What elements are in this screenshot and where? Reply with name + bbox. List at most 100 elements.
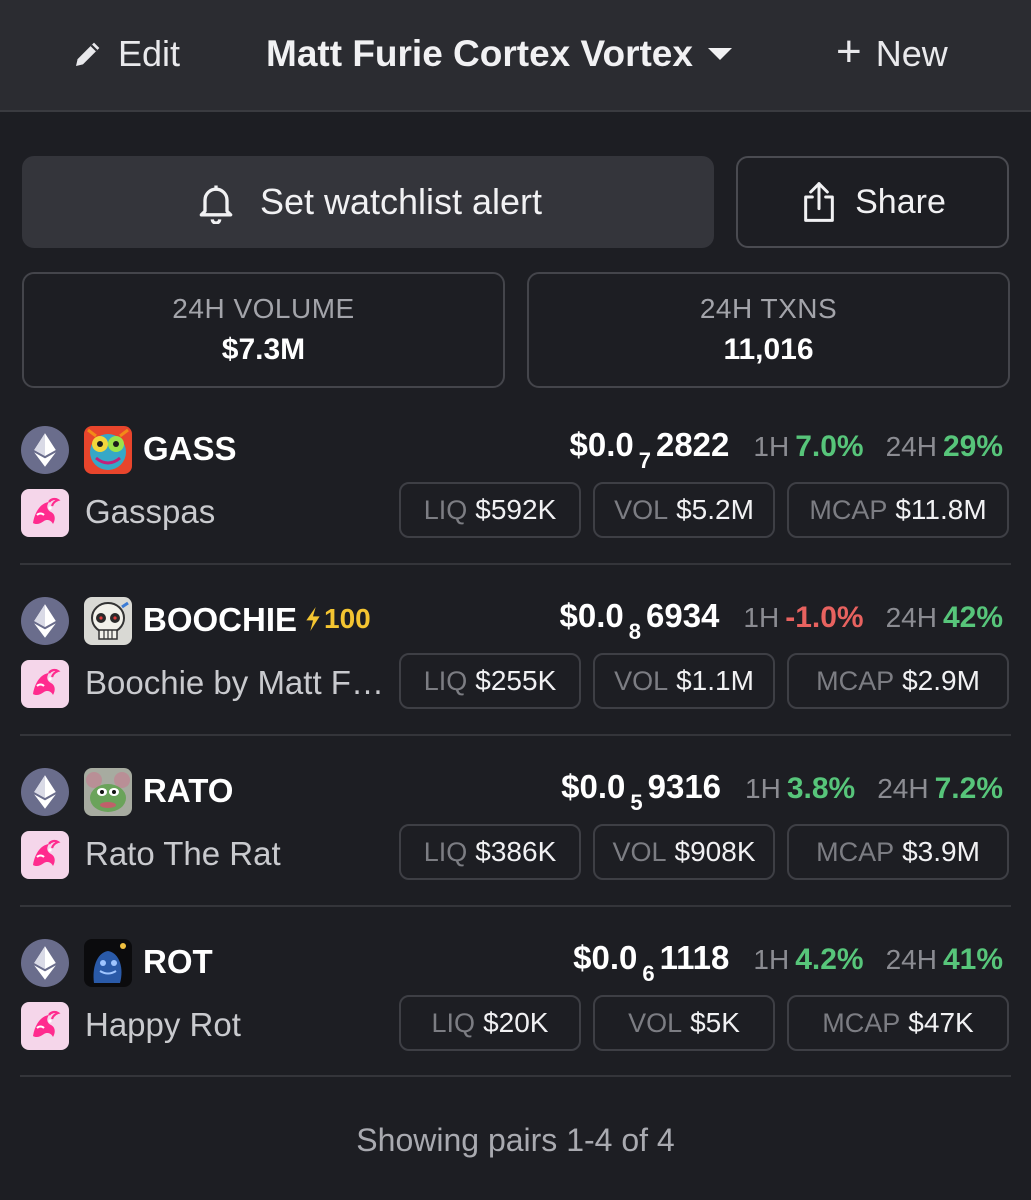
- vol-metric: VOL $1.1M: [593, 653, 775, 709]
- dex-badge: [21, 660, 69, 708]
- txns-stat-card: 24H TXNS 11,016: [527, 272, 1010, 388]
- price-prefix: $0.0: [559, 597, 624, 634]
- token-avatar: [84, 597, 132, 645]
- pair-row[interactable]: GASS Gasspas $0.0 7 2822 1H 7.0% 24H 29% LIQ $592K…: [0, 426, 1031, 596]
- change-24h-label: 24H: [885, 944, 937, 975]
- uniswap-icon: [33, 497, 61, 525]
- chain-badge: [21, 768, 69, 816]
- ethereum-icon: [34, 604, 56, 638]
- change-24h-value: 7.2%: [934, 772, 1003, 805]
- price-zero-count: 7: [638, 448, 651, 473]
- mcap-value: $11.8M: [895, 494, 987, 525]
- liq-label: LIQ: [423, 665, 468, 696]
- new-watchlist-button[interactable]: + New: [836, 30, 948, 78]
- new-label: New: [875, 33, 948, 74]
- price-line: $0.0 6 1118 1H 4.2% 24H 41%: [573, 939, 1003, 987]
- vol-metric: VOL $908K: [593, 824, 775, 880]
- change-1h-value: 4.2%: [795, 943, 864, 976]
- boochie-token-icon: [84, 597, 132, 645]
- edit-button[interactable]: Edit: [72, 30, 180, 78]
- top-bar: Edit Matt Furie Cortex Vortex + New: [0, 0, 1031, 112]
- token-avatar: [84, 426, 132, 474]
- token-avatar: [84, 768, 132, 816]
- boost-count: 100: [324, 603, 371, 634]
- liq-label: LIQ: [431, 1007, 476, 1038]
- mcap-label: MCAP: [822, 1007, 901, 1038]
- mcap-value: $2.9M: [902, 665, 980, 696]
- vol-metric: VOL $5.2M: [593, 482, 775, 538]
- pair-row[interactable]: BOOCHIE 100 Boochie by Matt Furie $0.0 8 6934…: [0, 597, 1031, 767]
- price-prefix: $0.0: [573, 939, 638, 976]
- volume-label: 24H VOLUME: [172, 293, 355, 324]
- liq-value: $255K: [475, 665, 557, 696]
- edit-label: Edit: [118, 33, 181, 74]
- change-24h-label: 24H: [885, 602, 937, 633]
- price-zero-count: 6: [642, 961, 655, 986]
- watchlist-selector[interactable]: Matt Furie Cortex Vortex: [266, 30, 733, 78]
- liq-metric: LIQ $386K: [399, 824, 581, 880]
- txns-value: 11,016: [723, 333, 814, 366]
- liq-value: $386K: [475, 836, 557, 867]
- chain-badge: [21, 426, 69, 474]
- mcap-label: MCAP: [809, 494, 888, 525]
- vol-value: $5K: [690, 1007, 740, 1038]
- price-digits: 9316: [647, 768, 722, 805]
- uniswap-icon: [33, 1010, 61, 1038]
- change-1h-label: 1H: [753, 944, 790, 975]
- dex-badge: [21, 1002, 69, 1050]
- change-1h-label: 1H: [753, 431, 790, 462]
- vol-label: VOL: [614, 494, 669, 525]
- pair-row[interactable]: ROT Happy Rot $0.0 6 1118 1H 4.2% 24H 41% LIQ $20K…: [0, 939, 1031, 1109]
- change-1h-value: 7.0%: [795, 430, 864, 463]
- lightning-icon: [306, 607, 320, 631]
- set-watchlist-alert-button[interactable]: Set watchlist alert: [22, 156, 714, 248]
- price-line: $0.0 5 9316 1H 3.8% 24H 7.2%: [561, 768, 1003, 816]
- volume-stat-card: 24H VOLUME $7.3M: [22, 272, 505, 388]
- row-divider: [20, 905, 1011, 907]
- change-1h-value: 3.8%: [786, 772, 856, 805]
- pagination-text: Showing pairs 1-4 of 4: [356, 1122, 675, 1158]
- price-line: $0.0 8 6934 1H -1.0% 24H 42%: [560, 597, 1004, 645]
- price-prefix: $0.0: [569, 426, 634, 463]
- share-button[interactable]: Share: [736, 156, 1009, 248]
- price-zero-count: 5: [630, 790, 643, 815]
- dex-badge: [21, 489, 69, 537]
- share-icon: [804, 182, 834, 222]
- price-prefix: $0.0: [561, 768, 626, 805]
- pair-row[interactable]: RATO Rato The Rat $0.0 5 9316 1H 3.8% 24H 7.2% LI…: [0, 768, 1031, 938]
- price-digits: 2822: [655, 426, 730, 463]
- liq-value: $592K: [475, 494, 557, 525]
- liq-metric: LIQ $20K: [399, 995, 581, 1051]
- mcap-metric: MCAP $11.8M: [787, 482, 1009, 538]
- liq-label: LIQ: [423, 836, 468, 867]
- caret-down-icon: [707, 48, 732, 60]
- change-1h-label: 1H: [745, 773, 781, 804]
- change-24h-label: 24H: [877, 773, 929, 804]
- liq-metric: LIQ $255K: [399, 653, 581, 709]
- liq-label: LIQ: [423, 494, 468, 525]
- alert-label: Set watchlist alert: [259, 181, 543, 222]
- txns-label: 24H TXNS: [699, 293, 838, 324]
- ethereum-icon: [34, 946, 56, 980]
- rato-token-icon: [84, 768, 132, 816]
- vol-value: $908K: [674, 836, 756, 867]
- row-divider: [20, 563, 1011, 565]
- liq-value: $20K: [483, 1007, 549, 1038]
- price-line: $0.0 7 2822 1H 7.0% 24H 29%: [569, 426, 1003, 474]
- mcap-label: MCAP: [816, 836, 895, 867]
- vol-value: $1.1M: [676, 665, 754, 696]
- token-name: Boochie by Matt Furie: [85, 664, 385, 701]
- token-symbol: BOOCHIE: [143, 601, 298, 638]
- chain-badge: [21, 597, 69, 645]
- liq-metric: LIQ $592K: [399, 482, 581, 538]
- mcap-metric: MCAP $3.9M: [787, 824, 1009, 880]
- share-label: Share: [855, 182, 946, 221]
- row-divider: [20, 1075, 1011, 1077]
- pencil-icon: [76, 42, 100, 66]
- rot-token-icon: [84, 939, 132, 987]
- change-24h-value: 42%: [942, 601, 1003, 634]
- change-24h-label: 24H: [885, 431, 937, 462]
- uniswap-icon: [33, 668, 61, 696]
- vol-label: VOL: [614, 665, 669, 696]
- vol-label: VOL: [628, 1007, 683, 1038]
